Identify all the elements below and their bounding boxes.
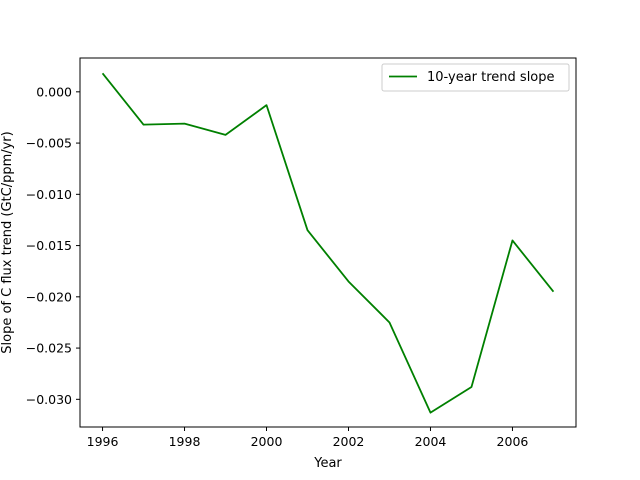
y-axis-ticks: 0.000 −0.005 −0.010 −0.015 −0.020 −0.025 −0.03… <box>26 84 80 407</box>
axes-frame <box>79 57 577 428</box>
legend-box <box>381 63 570 92</box>
y-tick-label: −0.010 <box>26 187 72 202</box>
x-tick-label: 2000 <box>251 434 283 449</box>
x-tick-label: 2004 <box>415 434 447 449</box>
y-tick-label: −0.005 <box>26 136 72 151</box>
x-tick-label: 1996 <box>87 434 119 449</box>
legend-label: 10-year trend slope <box>427 70 555 85</box>
plot-area <box>80 58 576 427</box>
legend: 10-year trend slope <box>381 63 570 92</box>
y-axis-label: Slope of C flux trend (GtC/ppm/yr) <box>0 131 15 353</box>
series-layer <box>101 72 555 414</box>
x-tick-label: 2006 <box>497 434 529 449</box>
x-tick-label: 2002 <box>333 434 365 449</box>
series-line <box>101 72 555 414</box>
x-tick-label: 1998 <box>169 434 201 449</box>
y-tick-label: −0.020 <box>26 289 72 304</box>
y-tick-label: −0.030 <box>26 392 72 407</box>
y-tick-label: 0.000 <box>36 84 72 99</box>
x-axis-label: Year <box>313 456 342 471</box>
x-axis-ticks: 1996 1998 2000 2002 2004 2006 <box>87 427 529 449</box>
y-tick-label: −0.025 <box>26 341 72 356</box>
y-tick-label: −0.015 <box>26 238 72 253</box>
